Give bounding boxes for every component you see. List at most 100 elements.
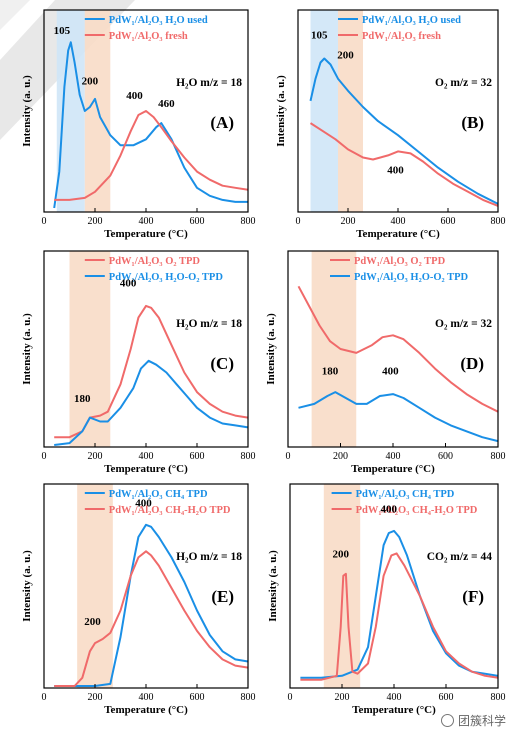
peak-label: 400 xyxy=(382,365,399,377)
watermark-text: 团簇科学 xyxy=(457,714,506,728)
series-line xyxy=(309,122,499,207)
series-line xyxy=(300,529,499,679)
x-tick-label: 0 xyxy=(286,451,291,462)
x-tick-label: 0 xyxy=(296,216,301,227)
annotation-text: CO₂ m/z = 44 xyxy=(427,551,493,563)
shaded-region xyxy=(338,10,363,212)
legend-label: PdW₁/Al₂O₃ CH₄ TPD xyxy=(356,489,455,500)
legend-label: PdW₁/Al₂O₃ fresh xyxy=(362,31,441,42)
x-tick-label: 800 xyxy=(491,216,506,227)
annotation-text: O₂ m/z = 32 xyxy=(435,318,492,330)
peak-label: 180 xyxy=(74,393,91,405)
background-gray-stripe-2 xyxy=(0,0,30,30)
peak-label: 460 xyxy=(158,98,175,110)
peak-label: 105 xyxy=(311,29,328,41)
peak-label: 400 xyxy=(381,504,398,516)
series-line xyxy=(54,550,249,687)
peak-label: 400 xyxy=(135,497,152,509)
y-axis-label: Intensity (a. u.) xyxy=(21,75,33,147)
x-tick-label: 0 xyxy=(288,692,293,703)
x-tick-label: 200 xyxy=(341,216,356,227)
x-tick-label: 200 xyxy=(333,451,348,462)
x-tick-label: 600 xyxy=(441,216,456,227)
legend-label: PdW₁/Al₂O₃ H₂O used xyxy=(109,15,208,26)
x-tick-label: 400 xyxy=(139,216,154,227)
legend-label: PdW₁/Al₂O₃ H₂O used xyxy=(362,15,461,26)
annotation-text: H₂O m/z = 18 xyxy=(176,318,242,330)
shaded-region xyxy=(311,251,357,447)
panel-label: (F) xyxy=(462,587,484,606)
series-line xyxy=(300,552,499,681)
x-tick-label: 400 xyxy=(139,451,154,462)
x-tick-label: 400 xyxy=(391,216,406,227)
x-tick-label: 800 xyxy=(241,451,256,462)
x-axis-label: Temperature (°C) xyxy=(104,463,188,475)
shaded-region xyxy=(310,10,338,212)
x-axis-label: Temperature (°C) xyxy=(104,228,188,240)
series-line xyxy=(54,359,249,446)
panel-label: (C) xyxy=(210,354,234,373)
x-tick-label: 800 xyxy=(491,692,506,703)
wechat-icon xyxy=(440,714,454,727)
annotation-text: O₂ m/z = 32 xyxy=(435,77,492,89)
legend-label: PdW₁/Al₂O₃ CH₄-H₂O TPD xyxy=(356,505,478,516)
peak-label: 200 xyxy=(332,548,349,560)
x-tick-label: 0 xyxy=(42,216,47,227)
watermark: 团簇科学 xyxy=(440,712,506,729)
y-axis-label: Intensity (a. u.) xyxy=(21,313,33,385)
chart-panel: 0 200 400 600 800 Temperature (°C) Intensity (… xyxy=(265,250,506,475)
x-tick-label: 600 xyxy=(190,216,205,227)
x-axis-label: Temperature (°C) xyxy=(356,228,440,240)
y-axis-label: Intensity (a. u.) xyxy=(275,75,287,147)
chart-panel: 0 200 400 600 800 Temperature (°C) Intensity (… xyxy=(275,9,506,240)
peak-label: 400 xyxy=(126,90,143,102)
x-axis-label: Temperature (°C) xyxy=(104,704,188,716)
x-tick-label: 200 xyxy=(88,451,103,462)
annotation-text: H₂O m/z = 18 xyxy=(176,77,242,89)
panel-label: (E) xyxy=(211,587,234,606)
x-tick-label: 800 xyxy=(241,216,256,227)
legend-label: PdW₁/Al₂O₃ CH₄ TPD xyxy=(109,489,208,500)
chart-panel: 0 200 400 600 800 Temperature (°C) Intensity (… xyxy=(267,483,506,716)
x-tick-label: 0 xyxy=(42,451,47,462)
peak-label: 200 xyxy=(82,76,99,88)
x-tick-label: 400 xyxy=(139,692,154,703)
peak-label: 200 xyxy=(337,49,354,61)
panel-label: (D) xyxy=(460,354,484,373)
legend-label: PdW₁/Al₂O₃ CH₄-H₂O TPD xyxy=(109,505,231,516)
peak-label: 400 xyxy=(120,277,137,289)
peak-label: 400 xyxy=(387,165,404,177)
peak-label: 105 xyxy=(54,25,71,37)
legend-label: PdW₁/Al₂O₃ H₂O-O₂ TPD xyxy=(354,272,469,283)
x-tick-label: 600 xyxy=(190,451,205,462)
series-line xyxy=(297,285,499,413)
x-tick-label: 600 xyxy=(439,692,454,703)
x-tick-label: 400 xyxy=(387,692,402,703)
x-tick-label: 800 xyxy=(491,451,506,462)
series-line xyxy=(54,523,249,687)
x-tick-label: 200 xyxy=(335,692,350,703)
series-line xyxy=(309,57,499,205)
chart-panel: 0 200 400 600 800 Temperature (°C) Intensity (… xyxy=(21,250,256,475)
shaded-region xyxy=(77,484,113,688)
series-line xyxy=(54,110,249,201)
chart-panel: 0 200 400 600 800 Temperature (°C) Intensity (… xyxy=(21,9,256,240)
chart-panel: 0 200 400 600 800 Temperature (°C) Intensity (… xyxy=(21,483,256,716)
annotation-text: H₂O m/z = 18 xyxy=(176,551,242,563)
peak-label: 180 xyxy=(322,365,339,377)
x-tick-label: 600 xyxy=(190,692,205,703)
legend-label: PdW₁/Al₂O₃ O₂ TPD xyxy=(354,256,446,267)
x-tick-label: 600 xyxy=(438,451,453,462)
x-tick-label: 0 xyxy=(42,692,47,703)
series-line xyxy=(298,391,499,443)
x-axis-label: Temperature (°C) xyxy=(352,704,436,716)
y-axis-label: Intensity (a. u.) xyxy=(21,550,33,622)
x-tick-label: 200 xyxy=(88,216,103,227)
legend-label: PdW₁/Al₂O₃ fresh xyxy=(109,31,188,42)
x-tick-label: 400 xyxy=(386,451,401,462)
shaded-region xyxy=(56,10,85,212)
series-line xyxy=(53,41,248,209)
legend-label: PdW₁/Al₂O₃ H₂O-O₂ TPD xyxy=(109,272,224,283)
x-tick-label: 800 xyxy=(241,692,256,703)
